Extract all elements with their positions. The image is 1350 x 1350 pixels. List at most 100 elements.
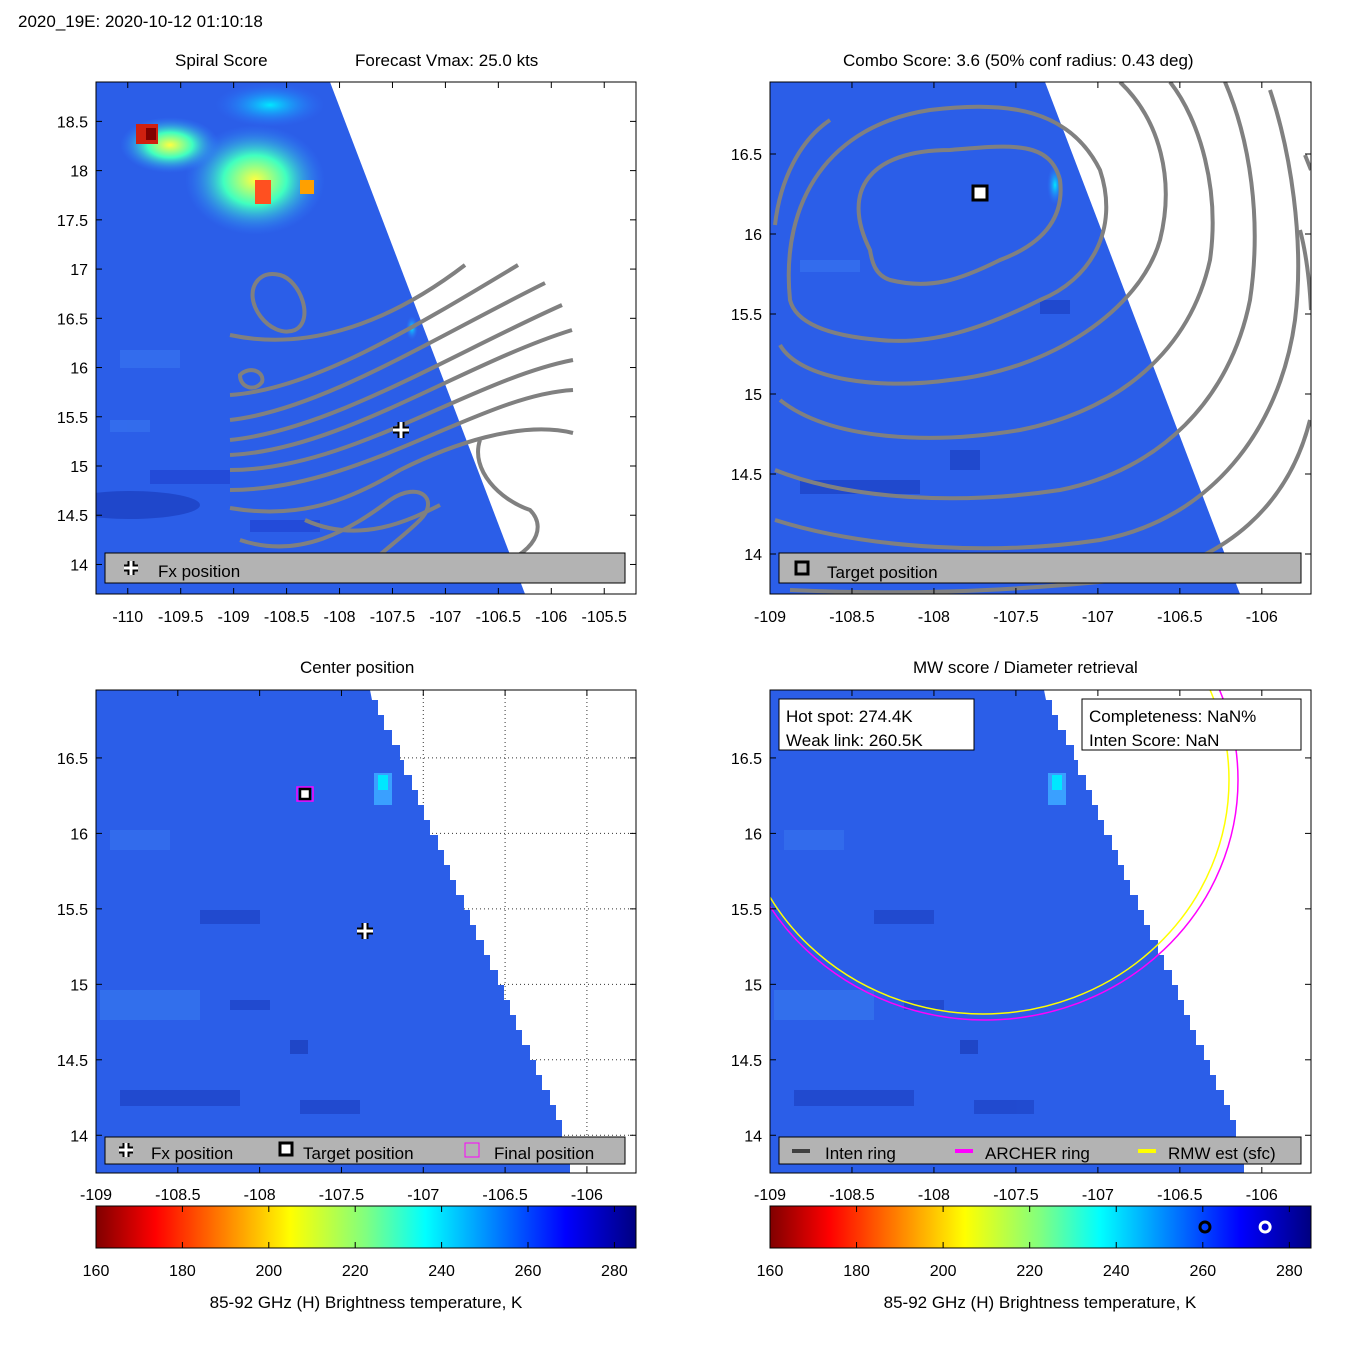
mw-title: MW score / Diameter retrieval	[913, 658, 1138, 677]
mw-inten-score: Inten Score: NaN	[1089, 731, 1219, 750]
y-tick-label: 18.5	[57, 114, 88, 131]
x-tick-label: -105.5	[582, 609, 627, 626]
x-tick-label: -107.5	[370, 609, 415, 626]
x-tick-label: -106.5	[1157, 1187, 1202, 1204]
panel-combo-score: Combo Score: 3.6 (50% conf radius: 0.43 …	[731, 51, 1312, 626]
y-tick-label: 15	[744, 387, 762, 404]
x-tick-label: -109	[754, 1187, 786, 1204]
y-tick-label: 15.5	[731, 307, 762, 324]
colorbar-hot-spot-marker	[1258, 1220, 1272, 1234]
y-tick-label: 14.5	[57, 1053, 88, 1070]
spiral-title-right: Forecast Vmax: 25.0 kts	[355, 51, 538, 70]
x-tick-label: -106.5	[476, 609, 521, 626]
y-tick-label: 16	[70, 826, 88, 843]
colorbar-tick-label: 200	[930, 1263, 957, 1280]
combo-title: Combo Score: 3.6 (50% conf radius: 0.43 …	[843, 51, 1194, 70]
colorbar-tick-label: 220	[342, 1263, 369, 1280]
center-legend: Fx position Target position Final positi…	[104, 1136, 626, 1165]
y-tick-label: 14.5	[731, 1053, 762, 1070]
x-tick-label: -107.5	[993, 1187, 1038, 1204]
mw-rmw-ring	[770, 690, 1230, 1015]
y-tick-label: 16.5	[731, 147, 762, 164]
spiral-hotspot-2	[120, 117, 220, 173]
colorbar-left: 160 180 200 220 240 260 280 85-92 GHz (H) Brig…	[83, 1205, 637, 1312]
colorbar-tick-label: 260	[515, 1263, 542, 1280]
mw-legend-inten: Inten ring	[825, 1144, 896, 1163]
x-tick-label: -108	[918, 1187, 950, 1204]
x-tick-label: -108.5	[829, 1187, 874, 1204]
x-tick-label: -109	[754, 609, 786, 626]
y-tick-label: 16.5	[731, 751, 762, 768]
y-tick-label: 16.5	[57, 751, 88, 768]
x-tick-label: -107	[407, 1187, 439, 1204]
y-tick-label: 15	[744, 977, 762, 994]
colorbar-left-label: 85-92 GHz (H) Brightness temperature, K	[210, 1293, 523, 1312]
colorbar-tick-label: 280	[601, 1263, 628, 1280]
x-tick-label: -106	[1246, 1187, 1278, 1204]
colorbar-tick-label: 160	[83, 1263, 110, 1280]
x-tick-label: -106	[1246, 609, 1278, 626]
colorbar-tick-label: 160	[757, 1263, 784, 1280]
spiral-legend: Fx position	[104, 552, 626, 584]
colorbar-tick-label: 180	[843, 1263, 870, 1280]
combo-swath	[770, 82, 1240, 594]
x-tick-label: -107	[1082, 1187, 1114, 1204]
center-swath	[96, 690, 570, 1173]
figure-title: 2020_19E: 2020-10-12 01:10:18	[18, 12, 263, 31]
colorbar-tick-label: 240	[1103, 1263, 1130, 1280]
colorbar-tick-label: 260	[1189, 1263, 1216, 1280]
panel-spiral-score: Spiral Score Forecast Vmax: 25.0 kts	[57, 51, 637, 626]
colorbar-right-label: 85-92 GHz (H) Brightness temperature, K	[884, 1293, 1197, 1312]
y-tick-label: 17	[70, 262, 88, 279]
y-tick-label: 16	[744, 227, 762, 244]
x-tick-label: -108	[324, 609, 356, 626]
x-tick-label: -108	[244, 1187, 276, 1204]
colorbar-tick-label: 240	[428, 1263, 455, 1280]
mw-weak-link: Weak link: 260.5K	[786, 731, 923, 750]
spiral-title-left: Spiral Score	[175, 51, 268, 70]
x-tick-label: -109.5	[158, 609, 203, 626]
x-tick-label: -106.5	[482, 1187, 527, 1204]
y-tick-label: 15	[70, 977, 88, 994]
x-tick-label: -107.5	[319, 1187, 364, 1204]
combo-legend-target: Target position	[827, 563, 938, 582]
y-tick-label: 14.5	[731, 467, 762, 484]
panel-center-position: Center position -109 -108.5 -108 -107.5 -107…	[57, 658, 637, 1204]
colorbar-tick-label: 200	[255, 1263, 282, 1280]
mw-legend: Inten ring ARCHER ring RMW est (sfc)	[778, 1136, 1302, 1165]
colorbar-tick-label: 280	[1276, 1263, 1303, 1280]
mw-plot-area	[770, 690, 1311, 1173]
combo-legend: Target position	[778, 552, 1302, 584]
mw-completeness: Completeness: NaN%	[1089, 707, 1256, 726]
y-tick-label: 18	[70, 164, 88, 181]
colorbar-right: 160 180 200 220 240 260 280 85-92 GHz (H) Brig…	[757, 1205, 1312, 1312]
y-tick-label: 14.5	[57, 508, 88, 525]
x-tick-label: -106	[535, 609, 567, 626]
x-tick-label: -106.5	[1157, 609, 1202, 626]
y-tick-label: 16.5	[57, 311, 88, 328]
y-tick-label: 15	[70, 459, 88, 476]
x-tick-label: -108.5	[829, 609, 874, 626]
center-legend-final: Final position	[494, 1144, 594, 1163]
y-tick-label: 14	[70, 557, 88, 574]
colorbar-tick-label: 220	[1016, 1263, 1043, 1280]
x-tick-label: -106	[571, 1187, 603, 1204]
y-tick-label: 14	[744, 1128, 762, 1145]
colorbar-tick-label: 180	[169, 1263, 196, 1280]
x-tick-label: -107	[429, 609, 461, 626]
mw-hotspot-box: Hot spot: 274.4K Weak link: 260.5K	[778, 698, 975, 751]
center-title: Center position	[300, 658, 414, 677]
mw-swath	[770, 690, 1244, 1173]
y-tick-label: 15.5	[57, 410, 88, 427]
x-tick-label: -109	[218, 609, 250, 626]
x-tick-label: -108.5	[264, 609, 309, 626]
y-tick-label: 17.5	[57, 213, 88, 230]
x-tick-label: -108	[918, 609, 950, 626]
y-tick-label: 16	[744, 826, 762, 843]
spiral-contours	[229, 263, 574, 577]
y-tick-label: 14	[70, 1128, 88, 1145]
spiral-fx-marker	[393, 422, 409, 438]
colorbar-weak-link-marker	[1198, 1220, 1212, 1234]
spiral-legend-fx: Fx position	[158, 562, 240, 581]
